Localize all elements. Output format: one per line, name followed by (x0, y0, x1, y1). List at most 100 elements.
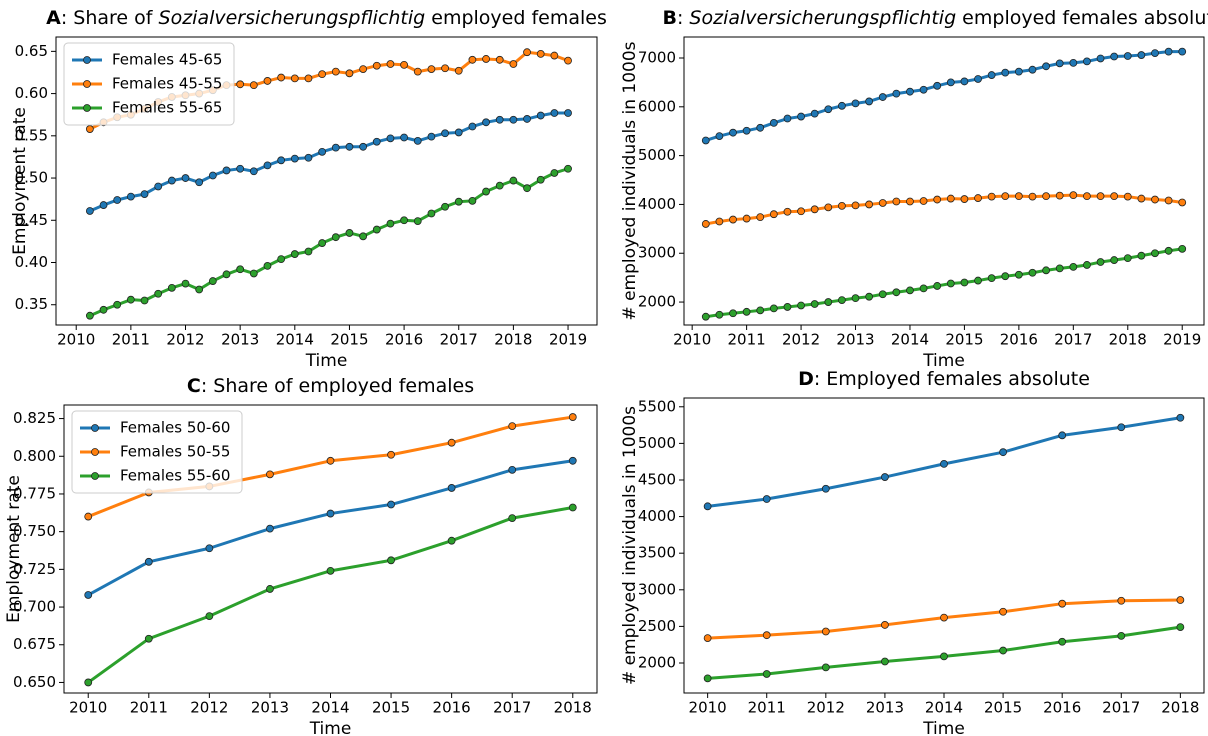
point-marker (495, 115, 504, 124)
point-marker (181, 174, 190, 182)
point-marker (769, 304, 778, 313)
point-marker (865, 200, 874, 209)
point-marker (509, 115, 518, 124)
title-run: : Share of employed females (201, 375, 474, 397)
point-marker (508, 514, 517, 522)
point-marker (441, 129, 449, 138)
point-marker (824, 203, 833, 212)
point-marker (878, 93, 887, 101)
point-marker (508, 422, 517, 431)
point-marker (838, 201, 846, 210)
point-marker (249, 167, 258, 176)
point-marker (1096, 258, 1105, 266)
point-marker (756, 306, 765, 315)
point-marker (878, 199, 887, 207)
x-tick-label: 2013 (866, 699, 904, 717)
y-tick-label: 3000 (638, 244, 676, 262)
legend-marker (91, 472, 99, 480)
point-marker (568, 413, 577, 421)
point-marker (372, 225, 381, 234)
x-axis-label: Time (922, 351, 965, 371)
point-marker (277, 156, 286, 165)
x-tick-label: 2010 (69, 699, 107, 717)
point-marker (940, 459, 948, 468)
point-marker (427, 65, 436, 73)
x-tick-label: 2012 (782, 331, 820, 349)
point-marker (756, 123, 765, 132)
point-marker (222, 166, 231, 175)
x-tick-label: 2015 (945, 331, 983, 349)
series-line (705, 50, 1183, 142)
point-marker (1137, 194, 1146, 203)
point-marker (84, 512, 93, 521)
point-marker (1164, 246, 1173, 255)
point-marker (359, 65, 368, 73)
point-marker (564, 109, 572, 117)
point-marker (1137, 251, 1146, 260)
point-marker (1042, 62, 1050, 71)
x-tick-label: 2017 (440, 331, 478, 349)
point-marker (85, 311, 94, 320)
point-marker (318, 147, 327, 156)
point-marker (987, 274, 996, 283)
point-marker (326, 456, 335, 465)
y-axis-label: # employed individuals in 1000s (620, 406, 640, 685)
y-tick-label: 7000 (638, 48, 676, 66)
point-marker (838, 101, 846, 110)
x-tick-label: 2018 (554, 699, 592, 717)
point-marker (1096, 54, 1105, 63)
point-marker (1069, 191, 1078, 200)
point-marker (1117, 632, 1126, 640)
point-marker (99, 305, 108, 314)
x-axis-label: Time (309, 719, 352, 736)
point-marker (326, 566, 335, 575)
y-tick-label: 0.50 (15, 169, 48, 187)
legend-marker (83, 56, 91, 64)
title-run: Sozialversicherungspflichtig (159, 7, 426, 29)
point-marker (372, 137, 381, 146)
point-marker (318, 70, 327, 79)
point-marker (729, 128, 737, 137)
y-tick-label: 2000 (638, 653, 676, 671)
point-marker (1164, 196, 1173, 205)
point-marker (701, 312, 710, 321)
point-marker (550, 109, 559, 117)
point-marker (892, 197, 901, 206)
point-marker (144, 634, 153, 643)
y-tick-label: 0.800 (13, 447, 56, 465)
point-marker (919, 197, 928, 205)
point-marker (359, 142, 368, 151)
point-marker (824, 105, 833, 114)
point-marker (821, 484, 830, 493)
y-tick-label: 6000 (638, 97, 676, 115)
point-marker (906, 87, 914, 96)
point-marker (762, 495, 771, 503)
x-tick-label: 2017 (1054, 331, 1092, 349)
point-marker (400, 60, 408, 69)
point-marker (236, 265, 245, 274)
point-marker (715, 132, 724, 140)
point-marker (208, 277, 217, 285)
point-marker (536, 111, 545, 120)
point-marker (762, 631, 771, 640)
point-marker (756, 213, 765, 222)
point-marker (113, 196, 122, 204)
point-marker (154, 289, 163, 298)
y-tick-label: 0.650 (13, 673, 56, 691)
point-marker (454, 66, 463, 75)
title-run: D (798, 368, 814, 390)
axes-frame (683, 397, 1205, 694)
point-marker (427, 209, 436, 218)
point-marker (1110, 256, 1119, 264)
point-marker (810, 300, 819, 308)
point-marker (386, 134, 395, 143)
point-marker (441, 202, 449, 211)
x-tick-label: 2013 (836, 331, 874, 349)
point-marker (568, 503, 577, 512)
x-tick-label: 2016 (385, 331, 423, 349)
point-marker (331, 233, 340, 242)
point-marker (1001, 272, 1010, 281)
x-tick-label: 2017 (1102, 699, 1140, 717)
chart-title: D: Employed females absolute (798, 368, 1090, 390)
point-marker (810, 109, 819, 118)
